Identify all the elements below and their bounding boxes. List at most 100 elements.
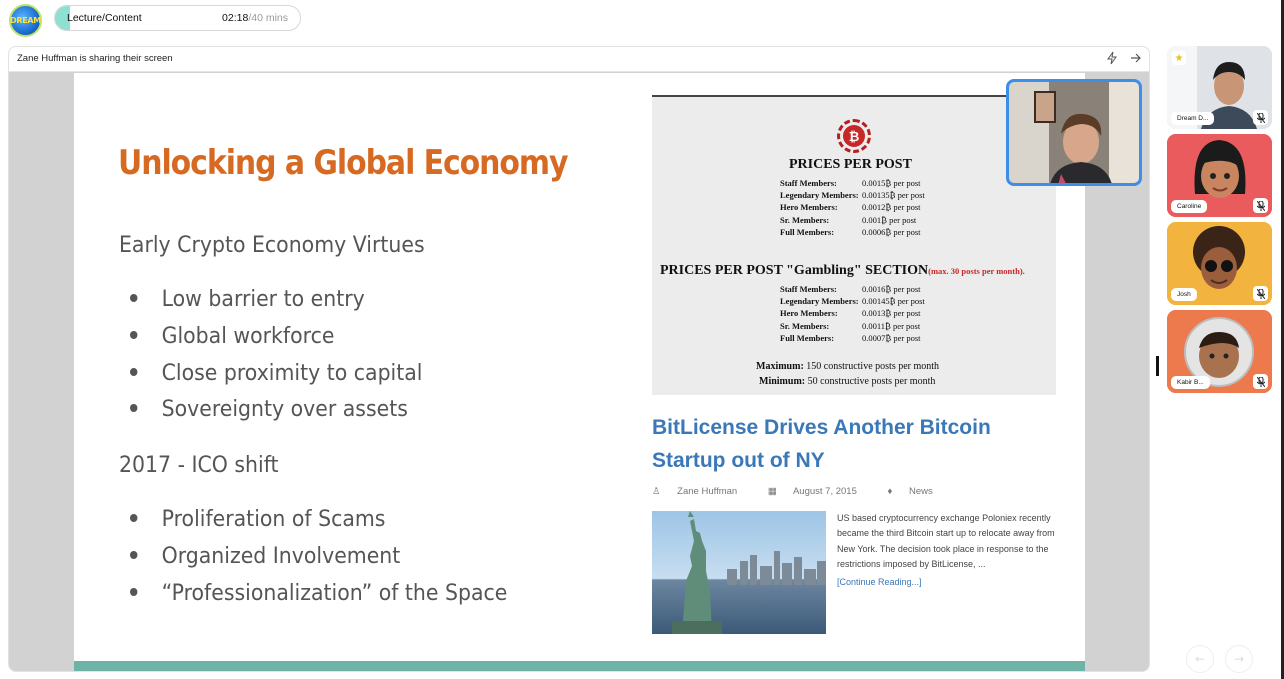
mic-muted-icon[interactable] bbox=[1253, 198, 1268, 213]
minimum-line: Minimum: 50 constructive posts per month bbox=[759, 376, 935, 387]
slide-bullet: Low barrier to entry bbox=[130, 287, 365, 312]
price-value: 0.00145₿ per post bbox=[862, 296, 925, 307]
slide-bullet: “Professionalization” of the Space bbox=[130, 581, 507, 606]
article-meta: ♙ Zane Huffman ▦ August 7, 2015 ♦ News bbox=[652, 486, 961, 497]
session-timer: 02:18/40 mins bbox=[222, 12, 288, 24]
arrow-right-icon[interactable] bbox=[1130, 51, 1142, 69]
date-meta: ▦ August 7, 2015 bbox=[768, 486, 871, 497]
price-key: Sr. Members: bbox=[780, 320, 830, 331]
price-row: Sr. Members: 0.001₿ per post bbox=[780, 214, 925, 226]
gambling-heading-text: PRICES PER POST "Gambling" SECTION bbox=[660, 263, 929, 278]
participant-name: Kabir B... bbox=[1171, 376, 1210, 389]
article-date: August 7, 2015 bbox=[792, 486, 857, 497]
maximum-line: Maximum: 150 constructive posts per mont… bbox=[756, 361, 939, 372]
slide-section-virtues: Early Crypto Economy Virtues bbox=[119, 233, 425, 258]
price-row: Sr. Members: 0.0011₿ per post bbox=[780, 320, 925, 332]
elapsed-time: 02:18 bbox=[222, 12, 249, 24]
bullet-text: Sovereignty over assets bbox=[161, 397, 408, 422]
continue-reading-link[interactable]: [Continue Reading...] bbox=[837, 577, 922, 587]
price-row: Full Members: 0.0007₿ per post bbox=[780, 332, 925, 344]
participant-name: Josh bbox=[1171, 288, 1197, 301]
price-row: Staff Members: 0.0016₿ per post bbox=[780, 283, 925, 295]
price-value: 0.001₿ per post bbox=[862, 214, 917, 225]
price-row: Staff Members: 0.0015₿ per post bbox=[780, 177, 925, 189]
share-header: Zane Huffman is sharing their screen bbox=[9, 47, 1149, 72]
bullet-dot bbox=[130, 368, 138, 376]
slide-bullet: Proliferation of Scams bbox=[130, 507, 385, 532]
price-value: 0.0012₿ per post bbox=[862, 202, 921, 213]
bullet-text: “Professionalization” of the Space bbox=[161, 581, 508, 606]
gambling-heading: PRICES PER POST "Gambling" SECTION(max. … bbox=[660, 263, 1025, 279]
participant-name: Dream D... bbox=[1171, 112, 1215, 125]
participant-tile[interactable]: Josh bbox=[1167, 222, 1272, 305]
next-page-button[interactable]: → bbox=[1225, 645, 1253, 673]
prices-table: Staff Members: 0.0015₿ per post Legendary… bbox=[780, 177, 925, 238]
prices-image: ₿ PRICES PER POST Staff Members: 0.0015₿ … bbox=[652, 95, 1056, 395]
price-row: Hero Members: 0.0013₿ per post bbox=[780, 307, 925, 319]
tag-icon: ♦ bbox=[887, 486, 893, 497]
price-row: Legendary Members: 0.00135₿ per post bbox=[780, 189, 925, 201]
participant-name: Caroline bbox=[1171, 200, 1208, 213]
presentation-slide: Unlocking a Global Economy Early Crypto … bbox=[74, 73, 1085, 671]
session-accent bbox=[55, 6, 70, 30]
price-key: Legendary Members: bbox=[780, 190, 859, 201]
article-author: Zane Huffman bbox=[677, 486, 738, 497]
coin-symbol: ₿ bbox=[843, 125, 865, 147]
participant-tile[interactable]: Kabir B... bbox=[1167, 310, 1272, 393]
bullet-dot bbox=[130, 551, 138, 559]
price-value: 0.0007₿ per post bbox=[862, 332, 921, 343]
slide-bullet: Close proximity to capital bbox=[130, 361, 422, 386]
slide-footer-bar bbox=[74, 661, 1085, 671]
article-category: News bbox=[909, 486, 933, 497]
bullet-text: Organized Involvement bbox=[161, 544, 401, 569]
text-cursor bbox=[1156, 356, 1159, 376]
prices-heading: PRICES PER POST bbox=[789, 157, 912, 172]
session-pill: Lecture/Content 02:18/40 mins bbox=[54, 5, 301, 31]
price-value: 0.0013₿ per post bbox=[862, 308, 921, 319]
statue-of-liberty-image bbox=[652, 511, 826, 634]
author-meta: ♙ Zane Huffman bbox=[652, 486, 751, 497]
price-key: Hero Members: bbox=[780, 308, 838, 319]
bullet-dot bbox=[130, 588, 138, 596]
bullet-text: Proliferation of Scams bbox=[161, 507, 386, 532]
bullet-dot bbox=[130, 404, 138, 412]
host-star-icon: ★ bbox=[1172, 51, 1186, 65]
user-icon: ♙ bbox=[652, 486, 661, 497]
slide-bullet: Global workforce bbox=[130, 324, 334, 349]
slide-title: Unlocking a Global Economy bbox=[118, 143, 569, 183]
article-title[interactable]: BitLicense Drives Another Bitcoin Startu… bbox=[652, 416, 991, 472]
price-key: Full Members: bbox=[780, 226, 835, 237]
category-meta: ♦ News bbox=[888, 486, 947, 497]
prev-page-button[interactable]: ← bbox=[1186, 645, 1214, 673]
slide-section-ico: 2017 - ICO shift bbox=[119, 453, 279, 478]
bitcoin-gear-icon: ₿ bbox=[837, 119, 871, 153]
price-key: Staff Members: bbox=[780, 284, 837, 294]
max-label: Maximum: bbox=[756, 361, 804, 372]
participant-tile[interactable]: ★ Dream D... bbox=[1167, 46, 1272, 129]
mic-muted-icon[interactable] bbox=[1253, 286, 1268, 301]
screen-share-panel: Zane Huffman is sharing their screen Unl… bbox=[8, 46, 1150, 672]
price-value: 0.0016₿ per post bbox=[862, 284, 921, 294]
bullet-text: Close proximity to capital bbox=[161, 361, 423, 386]
price-row: Legendary Members: 0.00145₿ per post bbox=[780, 295, 925, 307]
article-excerpt: US based cryptocurrency exchange Polonie… bbox=[837, 513, 1055, 570]
dream-logo: DREAM bbox=[9, 4, 42, 37]
price-key: Staff Members: bbox=[780, 178, 837, 188]
session-title: Lecture/Content bbox=[67, 12, 142, 24]
mic-muted-icon[interactable] bbox=[1253, 110, 1268, 125]
total-time: /40 mins bbox=[248, 12, 288, 24]
bullet-text: Low barrier to entry bbox=[161, 287, 365, 312]
bullet-dot bbox=[130, 514, 138, 522]
presenter-video[interactable] bbox=[1006, 79, 1142, 186]
slide-bullet: Organized Involvement bbox=[130, 544, 400, 569]
price-value: 0.0011₿ per post bbox=[862, 320, 921, 331]
price-value: 0.0015₿ per post bbox=[862, 178, 921, 188]
price-key: Hero Members: bbox=[780, 202, 838, 213]
participant-tile[interactable]: Caroline bbox=[1167, 134, 1272, 217]
bullet-text: Global workforce bbox=[161, 324, 335, 349]
slide-bullet: Sovereignty over assets bbox=[130, 397, 408, 422]
price-value: 0.00135₿ per post bbox=[862, 190, 925, 201]
mic-muted-icon[interactable] bbox=[1253, 374, 1268, 389]
lightning-icon[interactable] bbox=[1106, 51, 1118, 69]
